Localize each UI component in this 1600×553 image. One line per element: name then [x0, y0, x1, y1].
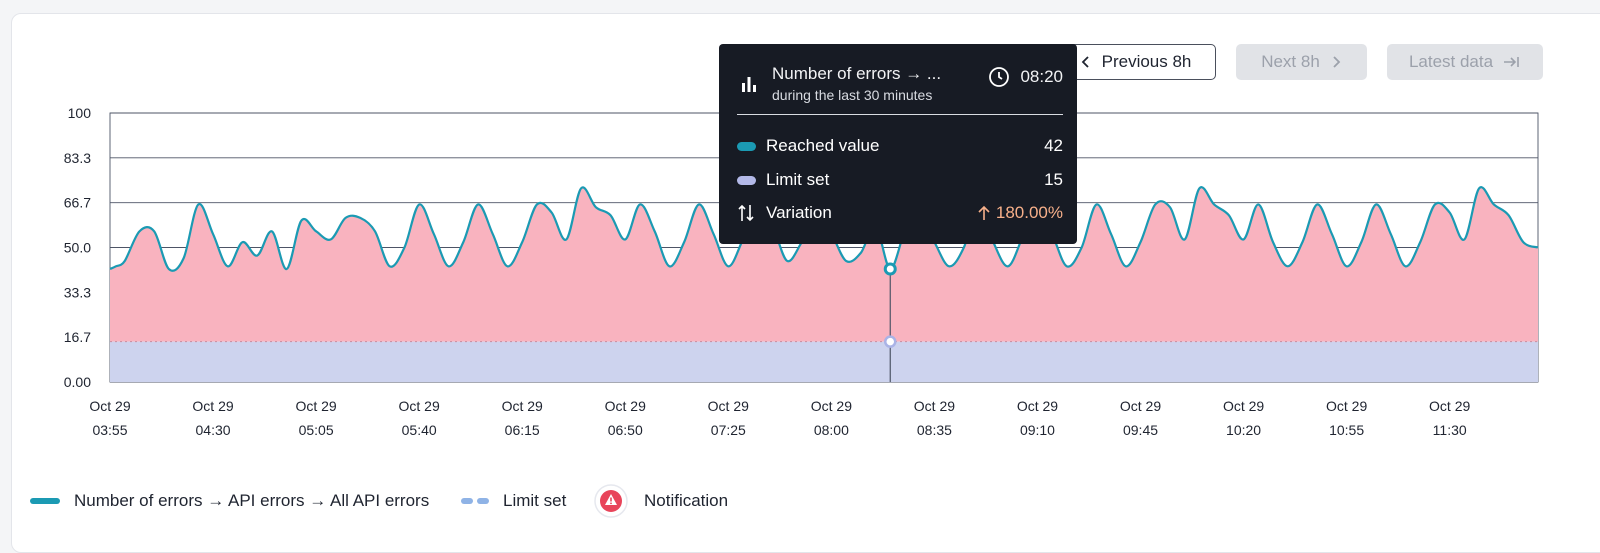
x-tick-time: 06:50 [608, 422, 643, 438]
variation-value: 180.00% [995, 203, 1063, 222]
tooltip-title: Number of errors → ... [772, 64, 942, 83]
y-tick-label: 66.7 [64, 195, 91, 211]
tooltip-time-value: 08:20 [1020, 67, 1063, 86]
reached-value: 42 [1044, 136, 1063, 155]
reached-label: Reached value [766, 136, 880, 155]
highlight-point [883, 262, 897, 276]
x-tick-time: 11:30 [1433, 422, 1467, 438]
x-tick-time: 09:45 [1123, 422, 1158, 438]
y-tick-label: 100 [68, 105, 92, 121]
reached-swatch [737, 141, 756, 151]
y-tick-label: 83.3 [64, 150, 91, 166]
tooltip-row-reached: Reached value 42 [737, 134, 1063, 158]
bar-chart-icon [742, 77, 756, 92]
legend-series[interactable]: Number of errors → API errors → All API … [30, 488, 429, 514]
x-tick-date: Oct 29 [295, 398, 336, 414]
x-tick-time: 04:30 [196, 422, 231, 438]
tooltip-row-variation: Variation 180.00% [737, 201, 1063, 225]
legend-notification-label: Notification [644, 491, 729, 510]
x-tick-time: 08:35 [917, 422, 952, 438]
limit-label: Limit set [766, 170, 830, 189]
x-tick-time: 05:40 [402, 422, 437, 438]
x-tick-date: Oct 29 [914, 398, 955, 414]
clock-icon [989, 67, 1010, 87]
up-down-arrows-icon [738, 204, 754, 222]
y-tick-label: 50.0 [64, 240, 91, 256]
x-tick-date: Oct 29 [708, 398, 749, 414]
legend-limit-label: Limit set [503, 491, 567, 510]
y-tick-label: 33.3 [64, 284, 91, 300]
limit-swatch [737, 175, 756, 185]
x-tick-time: 09:10 [1020, 422, 1055, 438]
x-tick-time: 10:20 [1226, 422, 1261, 438]
warning-icon [594, 484, 628, 518]
limit-point [883, 335, 897, 348]
y-tick-label: 0.00 [64, 374, 91, 390]
legend-series-label: Number of errors → API errors → All API … [74, 491, 430, 510]
arrow-to-end-icon [1504, 57, 1519, 67]
x-tick-date: Oct 29 [605, 398, 646, 414]
chevron-right-icon [1333, 56, 1341, 68]
x-tick-date: Oct 29 [399, 398, 440, 414]
x-tick-date: Oct 29 [1429, 398, 1470, 414]
x-tick-time: 08:00 [814, 422, 849, 438]
latest-data-label: Latest data [1408, 52, 1494, 71]
x-tick-date: Oct 29 [502, 398, 543, 414]
x-tick-date: Oct 29 [811, 398, 852, 414]
variation-label: Variation [766, 203, 832, 222]
x-tick-date: Oct 29 [1223, 398, 1264, 414]
legend-limit[interactable]: Limit set [461, 488, 566, 514]
data-tooltip: Number of errors → ... during the last 3… [719, 44, 1077, 244]
x-tick-date: Oct 29 [1017, 398, 1058, 414]
tooltip-subtitle: during the last 30 minutes [772, 87, 933, 103]
previous-8h-label: Previous 8h [1101, 52, 1192, 71]
legend-notification[interactable]: Notification [594, 484, 729, 518]
limit-area [110, 341, 1538, 382]
legend-series-swatch [30, 498, 60, 504]
latest-data-button[interactable]: Latest data [1387, 44, 1543, 80]
y-tick-label: 16.7 [64, 329, 91, 345]
x-tick-date: Oct 29 [192, 398, 233, 414]
tooltip-divider [737, 114, 1063, 115]
x-tick-time: 03:55 [92, 422, 127, 438]
series-area [110, 187, 1538, 342]
x-tick-date: Oct 29 [1120, 398, 1161, 414]
arrow-up-icon [978, 205, 990, 220]
x-tick-time: 05:05 [299, 422, 334, 438]
x-tick-time: 07:25 [711, 422, 746, 438]
tooltip-row-limit: Limit set 15 [737, 168, 1063, 192]
next-8h-label: Next 8h [1261, 52, 1320, 71]
next-8h-button[interactable]: Next 8h [1236, 44, 1367, 80]
x-tick-date: Oct 29 [89, 398, 130, 414]
x-tick-time: 10:55 [1329, 422, 1364, 438]
x-tick-time: 06:15 [505, 422, 540, 438]
limit-value: 15 [1044, 170, 1063, 189]
chevron-left-icon [1081, 56, 1089, 68]
previous-8h-button[interactable]: Previous 8h [1055, 44, 1216, 80]
tooltip-time: 08:20 [988, 66, 1063, 88]
legend-limit-swatch [461, 498, 489, 504]
x-tick-date: Oct 29 [1326, 398, 1367, 414]
variation-value-wrap: 180.00% [978, 203, 1063, 223]
